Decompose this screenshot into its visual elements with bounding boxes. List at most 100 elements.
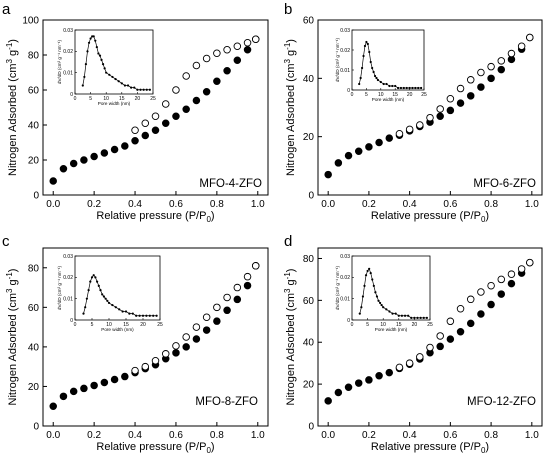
x-tick-label: 0.0 [321,430,335,441]
adsorption-point [243,46,252,54]
inset-y-tick-label: 0 [70,92,73,98]
inset-point [84,63,88,66]
inset-point [385,308,388,311]
inset-point [99,289,102,292]
desorption-point [141,362,150,371]
inset-y-tick-label: 0 [70,318,73,324]
sample-label: MFO-12-ZFO [467,396,536,408]
x-tick-label: 0.4 [403,430,417,441]
desorption-point [405,359,414,367]
desorption-point [526,258,534,267]
desorption-point [131,126,139,134]
desorption-point [426,113,434,122]
desorption-point [151,112,160,120]
inset-point [135,314,138,317]
inset-point [368,50,371,54]
inset-x-tick-label: 0 [74,322,77,328]
inset-y-tick-label: 0.02 [340,48,350,54]
panel-letter: b [284,1,292,18]
panel-b: b 0.0 0.2 0.4 0.6 0.8 1.0 0 20 40 60 Relative pr… [283,1,543,224]
inset-point [84,306,87,309]
adsorption-point [233,56,242,65]
inset-point [126,84,130,87]
inset-point [86,50,89,53]
inset-point [148,314,151,317]
desorption-point [233,42,242,51]
desorption-series [395,33,534,138]
panel-letter: d [284,233,292,250]
adsorption-point [100,378,109,387]
x-tick-labels: 0.0 0.2 0.4 0.6 0.8 1.0 [321,430,539,441]
inset-y-tick-label: 0.02 [340,275,350,281]
inset-point [388,84,391,88]
inset-point [106,299,109,302]
axis-ticks [318,257,533,427]
desorption-point [192,323,201,331]
inset-x-tick-label: 0 [351,92,354,98]
inset-point [101,293,104,296]
desorption-point [233,283,242,292]
inset-point [358,312,361,315]
desorption-point [416,353,424,361]
inset-frame [74,255,161,321]
inset-ticks [351,29,425,91]
y-tick-label: 40 [28,121,40,132]
x-tick-label: 0.4 [128,430,142,441]
pore-size-inset: 0 5 10 15 20 25 0 0.01 0.02 0.03 Pore width (nm)… [57,254,163,332]
desorption-point [223,46,231,54]
y-tick-label: 0 [308,422,314,433]
y-tick-label: 60 [303,296,315,307]
inset-point [148,88,151,91]
desorption-point [182,72,190,80]
y-tick-labels: 0 20 40 60 80 [28,263,40,432]
desorption-point [517,42,526,51]
y-tick-label: 0 [308,191,314,202]
inset-x-tick-label: 10 [378,92,384,98]
inset-x-tick-labels: 0 5 10 15 20 25 [351,322,433,328]
y-tick-label: 60 [28,86,40,97]
inset-x-tick-label: 5 [89,96,92,102]
y-tick-label: 80 [28,51,40,62]
inset-y-tick-label: 0.01 [340,68,350,74]
sample-label: MFO-8-ZFO [195,396,258,408]
inset-x-tick-label: 25 [157,322,163,328]
desorption-point [182,333,190,341]
inset-point [89,280,92,283]
inset-ticks [74,29,154,95]
inset-x-tick-label: 15 [392,92,398,98]
inset-point [374,291,377,294]
pore-size-inset: 0 5 10 15 20 25 0 0.01 0.02 0.03 Pore width (nm)… [335,28,427,102]
desorption-point [446,94,455,103]
desorption-point [161,100,170,108]
desorption-point [141,119,150,127]
desorption-point [213,303,221,312]
inset-x-axis-title: Pore width (nm) [375,327,408,332]
x-tick-label: 1.0 [525,430,539,441]
y-tick-label: 20 [28,156,40,167]
x-axis-title: Relative pressure (P/P0) [371,210,489,224]
inset-point [107,301,111,305]
inset-point [155,314,158,317]
isotherm-marks [49,35,260,185]
y-tick-label: 60 [303,16,315,27]
desorption-point [446,317,455,326]
x-tick-label: 0.2 [87,199,101,210]
x-tick-labels: 0.0 0.2 0.4 0.6 0.8 1.0 [321,199,539,210]
inset-y-tick-label: 0.02 [63,49,73,55]
desorption-point [243,39,252,47]
inset-marks [358,40,423,90]
inset-x-tick-label: 15 [119,96,125,102]
axis-ticks [318,19,533,196]
x-tick-label: 0.0 [46,430,60,441]
desorption-point [395,363,404,372]
adsorption-point [172,112,180,120]
inset-point [405,86,408,90]
inset-x-tick-label: 5 [366,322,369,328]
desorption-point [416,121,424,129]
inset-point [425,316,428,319]
sample-label: MFO-6-ZFO [473,178,536,190]
inset-point [141,314,145,317]
inset-point [382,306,385,309]
inset-point [117,80,120,83]
